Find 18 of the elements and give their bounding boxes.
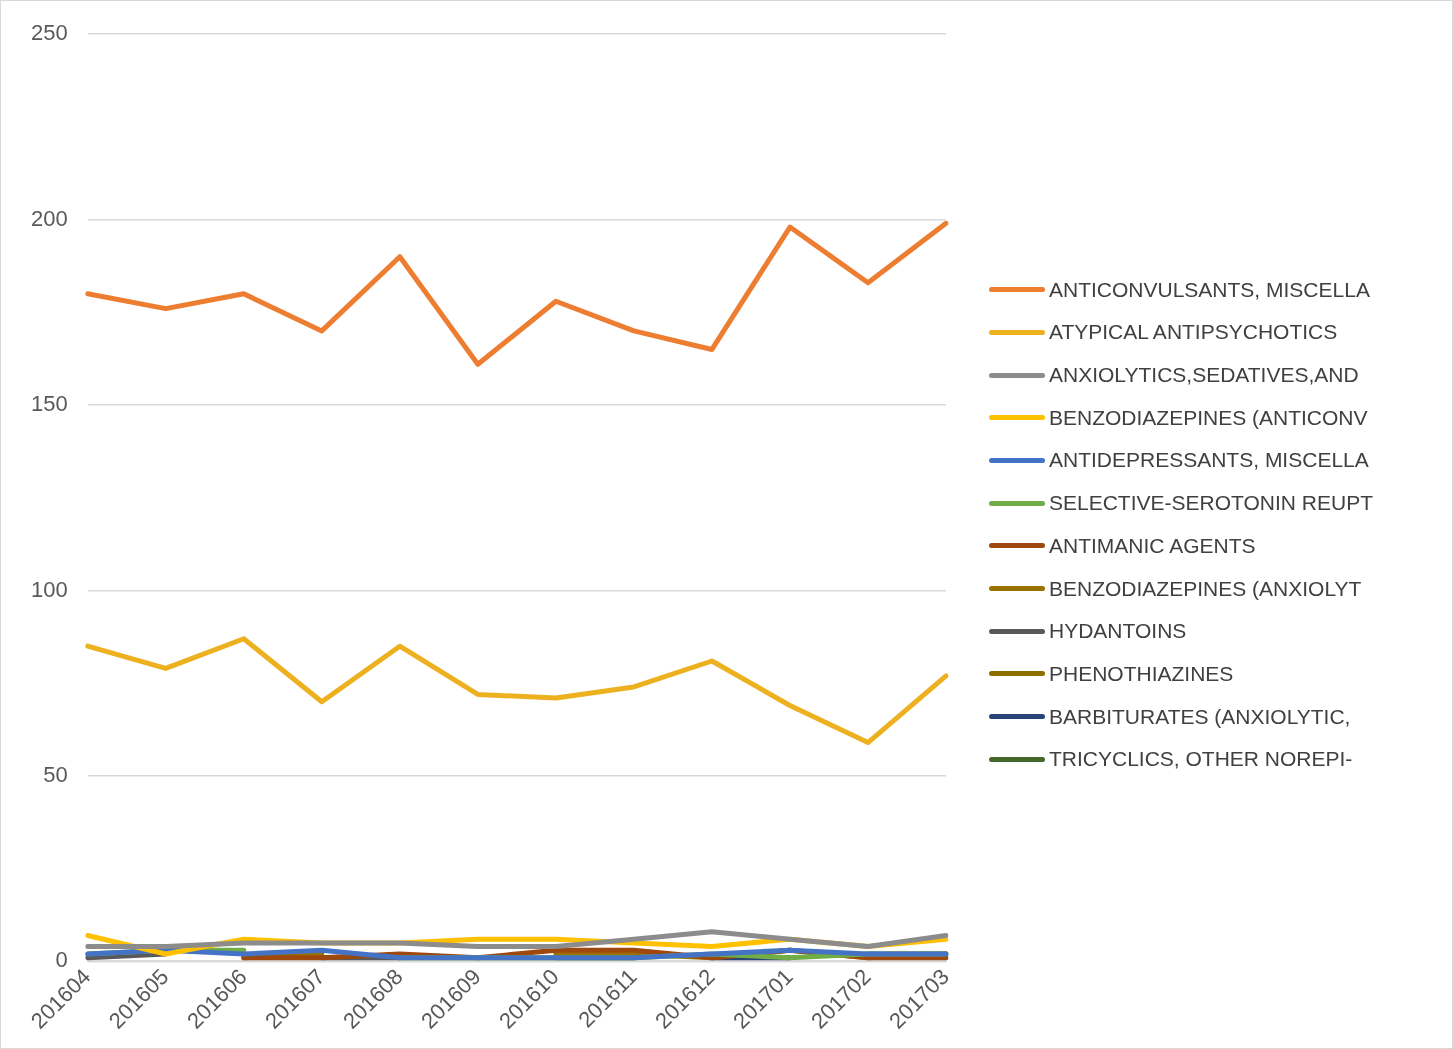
y-tick-label: 150	[30, 391, 68, 417]
legend-label: ATYPICAL ANTIPSYCHOTICS	[1049, 320, 1338, 345]
legend-label: ANTIDEPRESSANTS, MISCELLA	[1049, 448, 1369, 473]
legend-label: HYDANTOINS	[1049, 619, 1187, 644]
legend-label: SELECTIVE-SEROTONIN REUPT	[1049, 491, 1374, 516]
y-tick-label: 200	[30, 205, 68, 231]
legend-label: ANTICONVULSANTS, MISCELLA	[1049, 277, 1370, 302]
legend-label: BARBITURATES (ANXIOLYTIC,	[1049, 704, 1351, 729]
y-tick-label: 100	[30, 576, 68, 602]
legend-label: BENZODIAZEPINES (ANTICONV	[1049, 405, 1368, 430]
legend-label: ANXIOLYTICS,SEDATIVES,AND	[1049, 363, 1359, 388]
y-tick-label: 250	[30, 20, 68, 46]
legend-label: ANTIMANIC AGENTS	[1049, 533, 1256, 558]
y-tick-label: 0	[55, 947, 68, 973]
legend-label: BENZODIAZEPINES (ANXIOLYT	[1049, 576, 1362, 601]
legend-label: TRICYCLICS, OTHER NOREPI-	[1049, 747, 1353, 772]
y-tick-label: 50	[43, 762, 68, 788]
legend-label: PHENOTHIAZINES	[1049, 661, 1234, 686]
